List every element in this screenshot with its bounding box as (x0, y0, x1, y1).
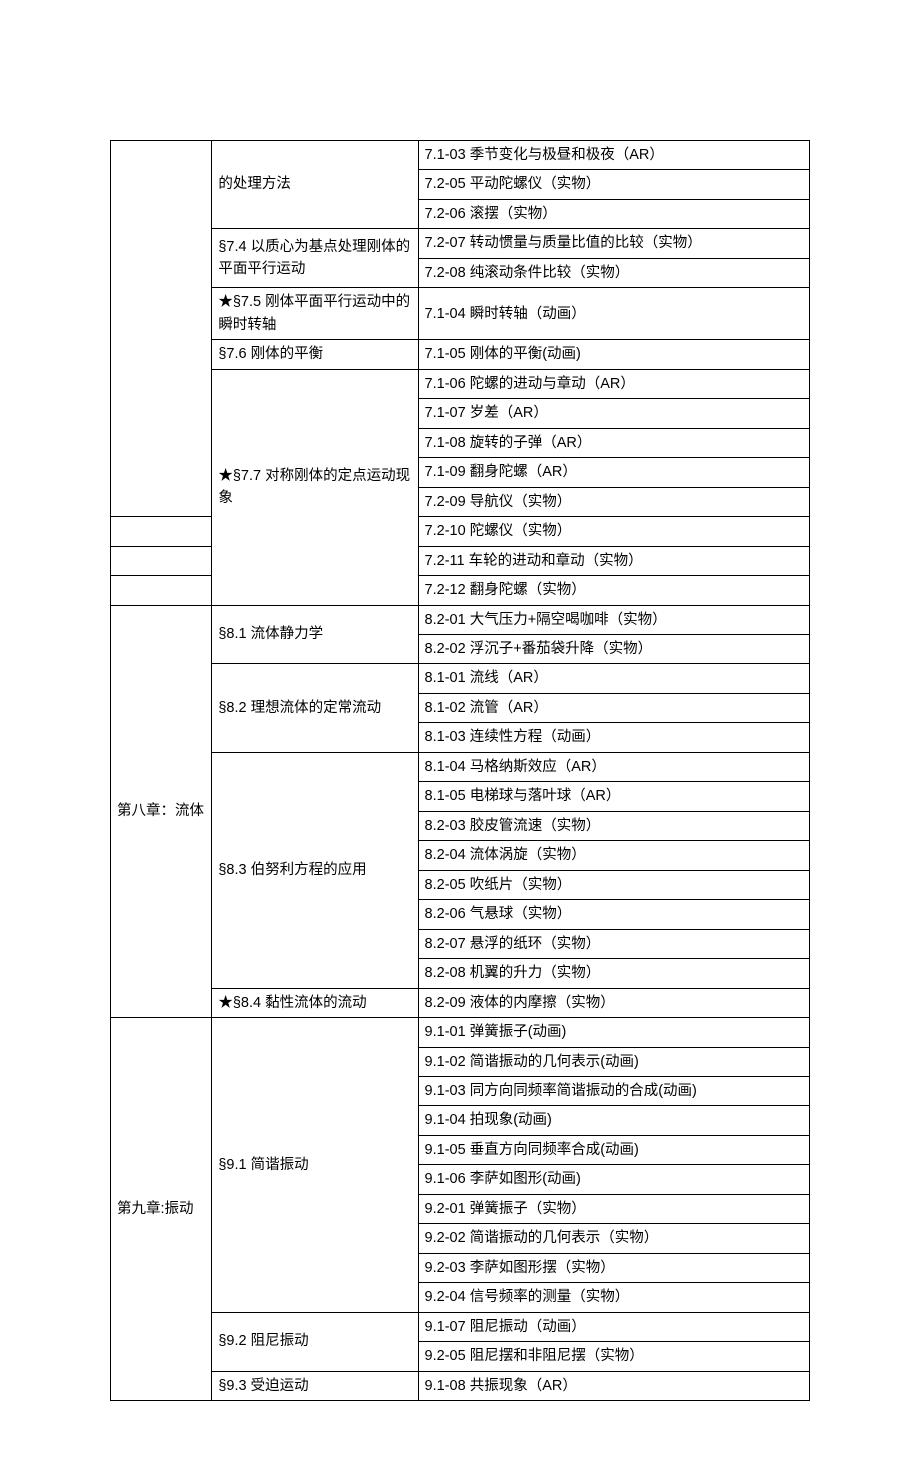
table-row: §9.2 阻尼振动9.1-07 阻尼振动（动画） (111, 1312, 810, 1341)
item-cell: 7.1-09 翻身陀螺（AR） (418, 458, 809, 487)
content-table: 的处理方法7.1-03 季节变化与极昼和极夜（AR）7.2-05 平动陀螺仪（实… (110, 140, 810, 1401)
table-row: §7.6 刚体的平衡7.1-05 刚体的平衡(动画) (111, 340, 810, 369)
section-cell: §7.6 刚体的平衡 (212, 340, 418, 369)
section-cell: §8.2 理想流体的定常流动 (212, 664, 418, 752)
section-cell: 的处理方法 (212, 141, 418, 229)
item-cell: 8.2-09 液体的内摩擦（实物） (418, 988, 809, 1017)
item-cell: 8.1-05 电梯球与落叶球（AR） (418, 782, 809, 811)
item-cell: 7.2-09 导航仪（实物） (418, 487, 809, 516)
chapter-cell: 第八章：流体 (111, 605, 212, 1018)
chapter-cell (111, 517, 212, 546)
item-cell: 8.2-06 气悬球（实物） (418, 900, 809, 929)
item-cell: 7.1-08 旋转的子弹（AR） (418, 428, 809, 457)
item-cell: 9.1-06 李萨如图形(动画) (418, 1165, 809, 1194)
table-row: §8.2 理想流体的定常流动8.1-01 流线（AR） (111, 664, 810, 693)
item-cell: 8.1-01 流线（AR） (418, 664, 809, 693)
section-cell: ★§8.4 黏性流体的流动 (212, 988, 418, 1017)
section-cell: §9.1 简谐振动 (212, 1018, 418, 1313)
section-cell: §7.4 以质心为基点处理刚体的平面平行运动 (212, 229, 418, 288)
item-cell: 7.1-04 瞬时转轴（动画） (418, 288, 809, 340)
chapter-cell: 第九章:振动 (111, 1018, 212, 1401)
item-cell: 9.2-02 简谐振动的几何表示（实物） (418, 1224, 809, 1253)
section-cell: ★§7.7 对称刚体的定点运动现象 (212, 369, 418, 605)
item-cell: 8.2-01 大气压力+隔空喝咖啡（实物） (418, 605, 809, 634)
item-cell: 8.1-02 流管（AR） (418, 693, 809, 722)
section-cell: §8.1 流体静力学 (212, 605, 418, 664)
item-cell: 7.1-06 陀螺的进动与章动（AR） (418, 369, 809, 398)
item-cell: 8.1-03 连续性方程（动画） (418, 723, 809, 752)
item-cell: 9.2-03 李萨如图形摆（实物） (418, 1253, 809, 1282)
section-cell: §9.3 受迫运动 (212, 1371, 418, 1400)
table-row: §9.3 受迫运动9.1-08 共振现象（AR） (111, 1371, 810, 1400)
item-cell: 9.2-01 弹簧振子（实物） (418, 1194, 809, 1223)
item-cell: 7.2-11 车轮的进动和章动（实物） (418, 546, 809, 575)
item-cell: 9.1-07 阻尼振动（动画） (418, 1312, 809, 1341)
item-cell: 8.2-08 机翼的升力（实物） (418, 959, 809, 988)
chapter-cell (111, 546, 212, 575)
item-cell: 7.1-07 岁差（AR） (418, 399, 809, 428)
item-cell: 9.1-01 弹簧振子(动画) (418, 1018, 809, 1047)
chapter-cell (111, 576, 212, 605)
item-cell: 7.2-12 翻身陀螺（实物） (418, 576, 809, 605)
item-cell: 8.2-04 流体涡旋（实物） (418, 841, 809, 870)
table-body: 的处理方法7.1-03 季节变化与极昼和极夜（AR）7.2-05 平动陀螺仪（实… (111, 141, 810, 1401)
section-cell: §8.3 伯努利方程的应用 (212, 752, 418, 988)
table-row: ★§8.4 黏性流体的流动8.2-09 液体的内摩擦（实物） (111, 988, 810, 1017)
item-cell: 9.1-05 垂直方向同频率合成(动画) (418, 1135, 809, 1164)
table-row: 第九章:振动§9.1 简谐振动9.1-01 弹簧振子(动画) (111, 1018, 810, 1047)
table-row: 的处理方法7.1-03 季节变化与极昼和极夜（AR） (111, 141, 810, 170)
item-cell: 9.2-05 阻尼摆和非阻尼摆（实物） (418, 1342, 809, 1371)
item-cell: 8.2-05 吹纸片（实物） (418, 870, 809, 899)
item-cell: 7.1-03 季节变化与极昼和极夜（AR） (418, 141, 809, 170)
item-cell: 7.2-07 转动惯量与质量比值的比较（实物） (418, 229, 809, 258)
item-cell: 9.1-02 简谐振动的几何表示(动画) (418, 1047, 809, 1076)
item-cell: 9.1-08 共振现象（AR） (418, 1371, 809, 1400)
chapter-cell (111, 141, 212, 517)
item-cell: 7.2-06 滚摆（实物） (418, 199, 809, 228)
item-cell: 7.2-05 平动陀螺仪（实物） (418, 170, 809, 199)
item-cell: 7.2-08 纯滚动条件比较（实物） (418, 258, 809, 287)
section-cell: §9.2 阻尼振动 (212, 1312, 418, 1371)
table-row: §8.3 伯努利方程的应用8.1-04 马格纳斯效应（AR） (111, 752, 810, 781)
item-cell: 8.2-07 悬浮的纸环（实物） (418, 929, 809, 958)
item-cell: 9.1-03 同方向同频率简谐振动的合成(动画) (418, 1077, 809, 1106)
item-cell: 9.1-04 拍现象(动画) (418, 1106, 809, 1135)
item-cell: 9.2-04 信号频率的测量（实物） (418, 1283, 809, 1312)
section-cell: ★§7.5 刚体平面平行运动中的瞬时转轴 (212, 288, 418, 340)
table-row: ★§7.7 对称刚体的定点运动现象7.1-06 陀螺的进动与章动（AR） (111, 369, 810, 398)
table-row: ★§7.5 刚体平面平行运动中的瞬时转轴7.1-04 瞬时转轴（动画） (111, 288, 810, 340)
item-cell: 8.2-03 胶皮管流速（实物） (418, 811, 809, 840)
table-row: §7.4 以质心为基点处理刚体的平面平行运动7.2-07 转动惯量与质量比值的比… (111, 229, 810, 258)
item-cell: 7.1-05 刚体的平衡(动画) (418, 340, 809, 369)
table-row: 第八章：流体§8.1 流体静力学8.2-01 大气压力+隔空喝咖啡（实物） (111, 605, 810, 634)
item-cell: 8.1-04 马格纳斯效应（AR） (418, 752, 809, 781)
item-cell: 8.2-02 浮沉子+番茄袋升降（实物） (418, 634, 809, 663)
item-cell: 7.2-10 陀螺仪（实物） (418, 517, 809, 546)
